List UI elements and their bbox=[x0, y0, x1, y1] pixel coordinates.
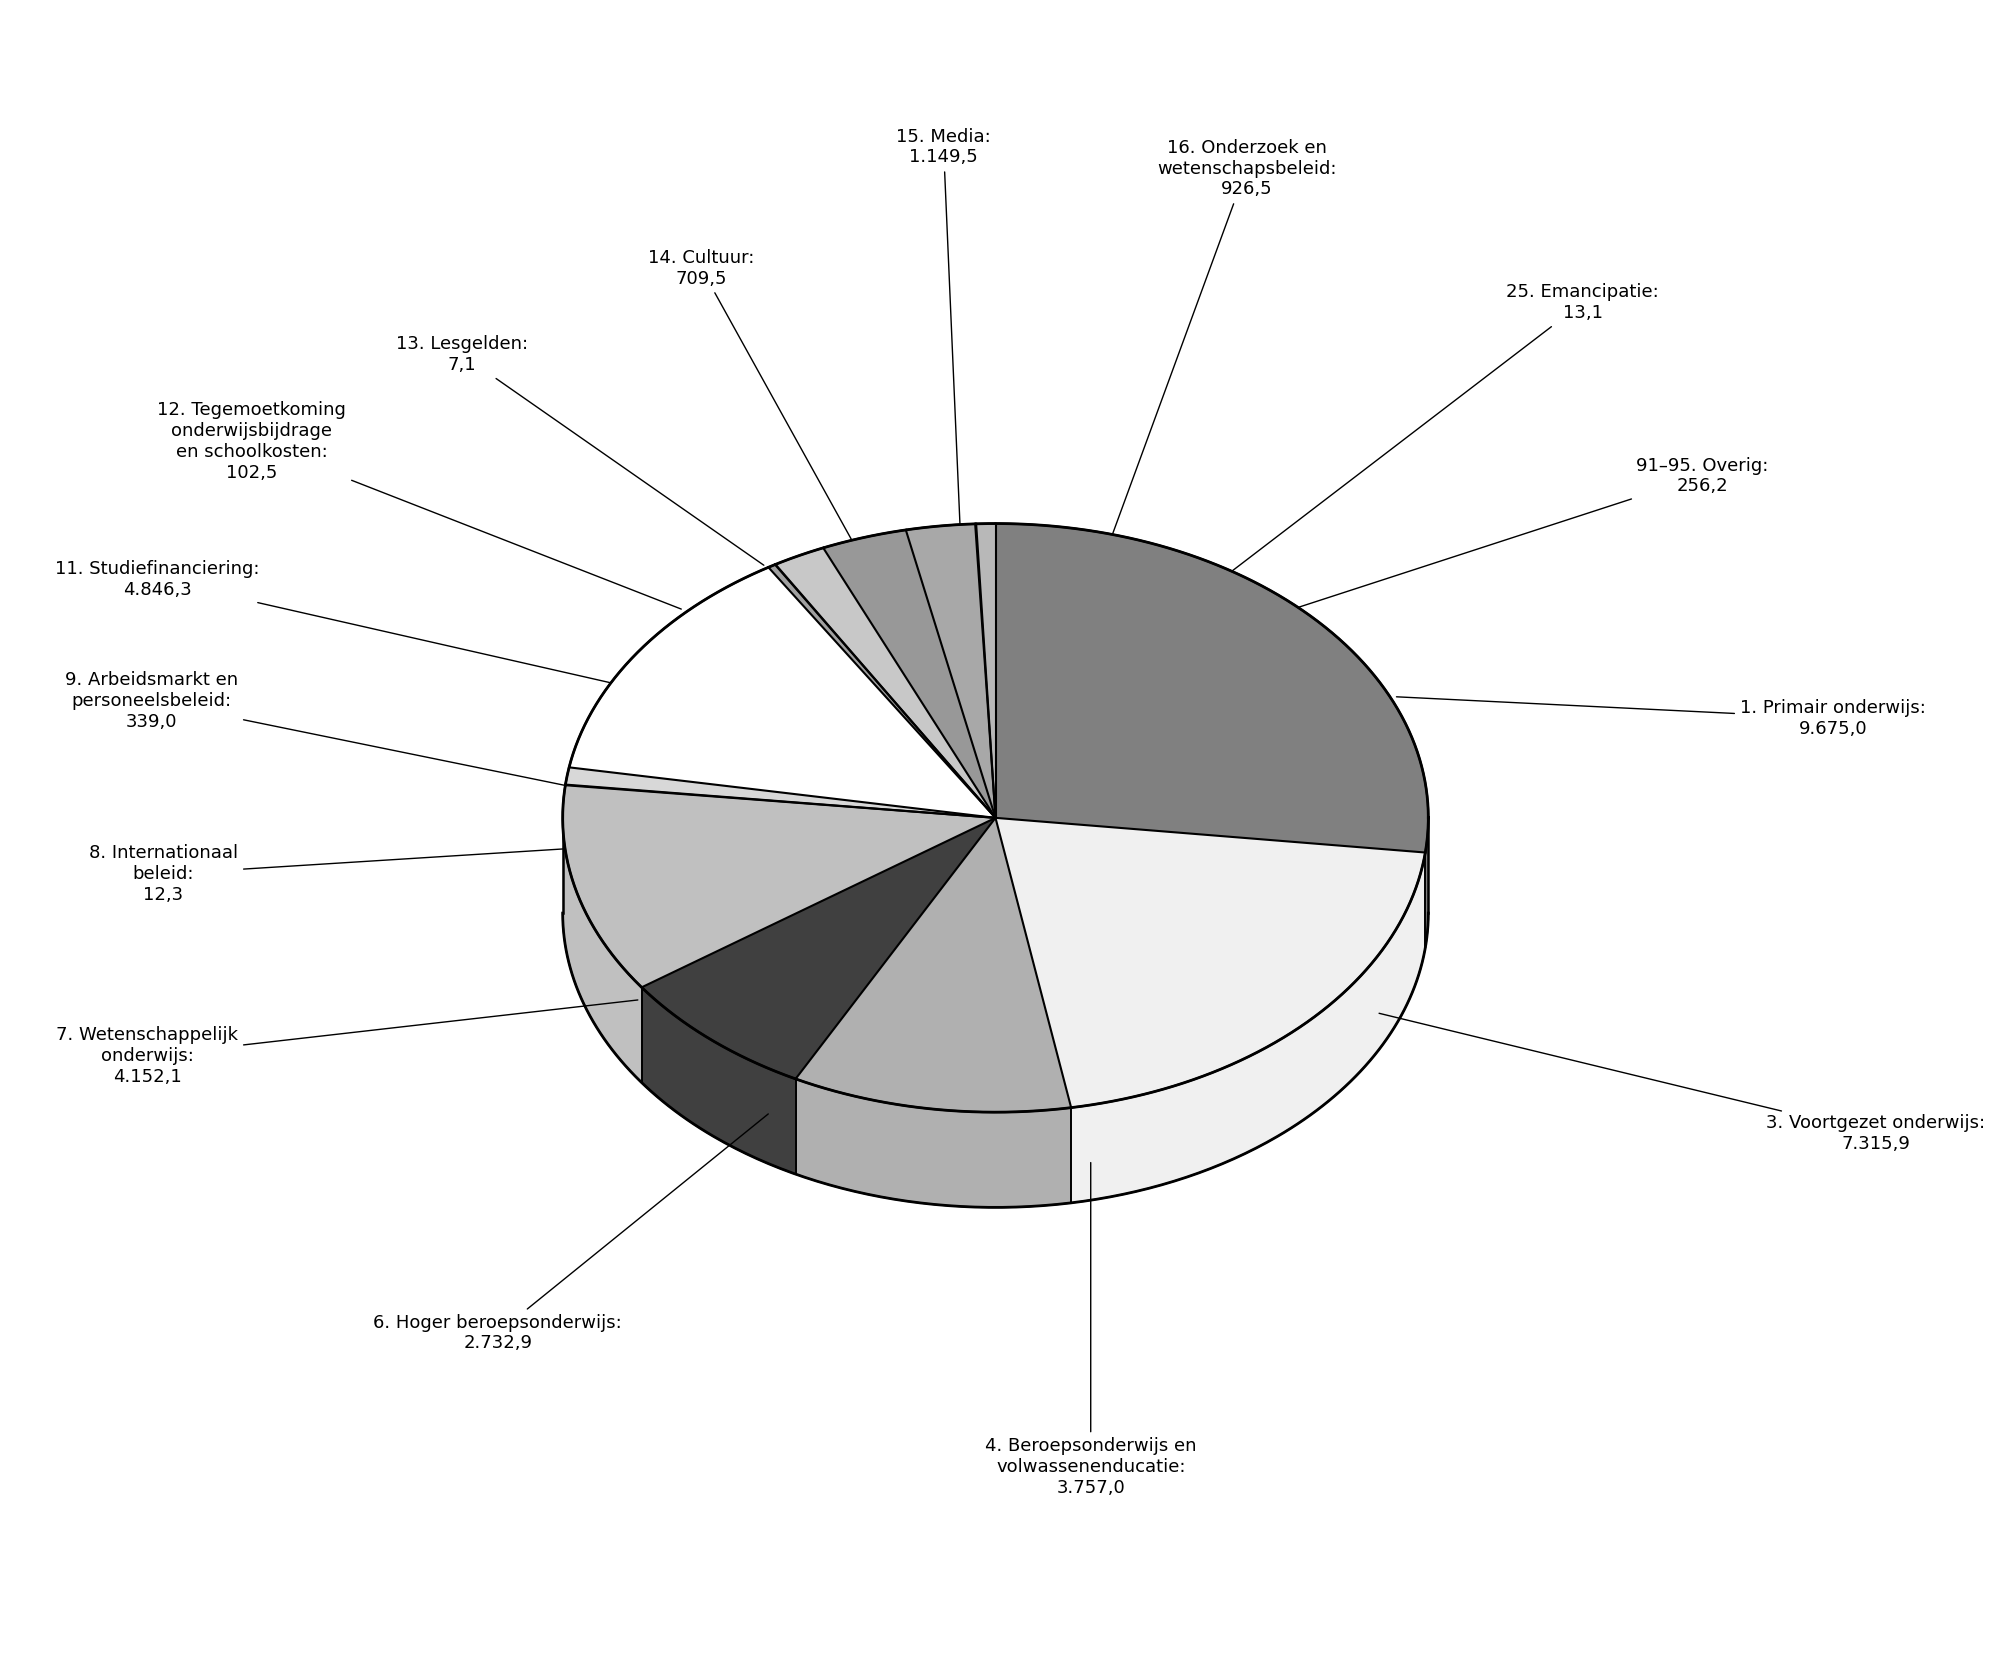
Polygon shape bbox=[569, 568, 996, 818]
Text: 25. Emancipatie:
13,1: 25. Emancipatie: 13,1 bbox=[1222, 284, 1659, 578]
Polygon shape bbox=[796, 1080, 1071, 1207]
Polygon shape bbox=[996, 818, 1426, 1108]
Polygon shape bbox=[822, 531, 996, 818]
Polygon shape bbox=[774, 564, 996, 818]
Polygon shape bbox=[976, 524, 996, 818]
Polygon shape bbox=[906, 524, 996, 818]
Text: 1. Primair onderwijs:
9.675,0: 1. Primair onderwijs: 9.675,0 bbox=[1396, 697, 1925, 737]
Text: 8. Internationaal
beleid:
12,3: 8. Internationaal beleid: 12,3 bbox=[90, 845, 573, 903]
Text: 14. Cultuur:
709,5: 14. Cultuur: 709,5 bbox=[647, 248, 856, 547]
Polygon shape bbox=[976, 524, 996, 818]
Text: 11. Studiefinanciering:
4.846,3: 11. Studiefinanciering: 4.846,3 bbox=[56, 561, 611, 683]
Polygon shape bbox=[769, 564, 996, 818]
Polygon shape bbox=[641, 818, 996, 1080]
Text: 16. Onderzoek en
wetenschapsbeleid:
926,5: 16. Onderzoek en wetenschapsbeleid: 926,… bbox=[1105, 139, 1336, 556]
Polygon shape bbox=[563, 786, 996, 987]
Polygon shape bbox=[641, 987, 796, 1174]
Text: 4. Beroepsonderwijs en
volwassenenducatie:
3.757,0: 4. Beroepsonderwijs en volwassenenducati… bbox=[986, 1162, 1197, 1498]
Polygon shape bbox=[1426, 819, 1428, 947]
Text: 7. Wetenschappelijk
onderwijs:
4.152,1: 7. Wetenschappelijk onderwijs: 4.152,1 bbox=[56, 1001, 637, 1086]
Text: 91–95. Overig:
256,2: 91–95. Overig: 256,2 bbox=[1292, 457, 1768, 609]
Polygon shape bbox=[563, 818, 1428, 1207]
Polygon shape bbox=[996, 524, 1428, 853]
Polygon shape bbox=[796, 818, 1071, 1111]
Polygon shape bbox=[565, 784, 996, 818]
Text: 15. Media:
1.149,5: 15. Media: 1.149,5 bbox=[896, 128, 992, 542]
Text: 9. Arbeidsmarkt en
personeelsbeleid:
339,0: 9. Arbeidsmarkt en personeelsbeleid: 339… bbox=[66, 672, 573, 787]
Text: 12. Tegemoetkoming
onderwijsbijdrage
en schoolkosten:
102,5: 12. Tegemoetkoming onderwijsbijdrage en … bbox=[157, 401, 681, 609]
Polygon shape bbox=[774, 547, 996, 818]
Text: 6. Hoger beroepsonderwijs:
2.732,9: 6. Hoger beroepsonderwijs: 2.732,9 bbox=[374, 1113, 769, 1352]
Polygon shape bbox=[565, 767, 996, 818]
Text: 3. Voortgezet onderwijs:
7.315,9: 3. Voortgezet onderwijs: 7.315,9 bbox=[1380, 1014, 1985, 1153]
Polygon shape bbox=[1071, 853, 1426, 1202]
Text: 13. Lesgelden:
7,1: 13. Lesgelden: 7,1 bbox=[396, 336, 765, 566]
Polygon shape bbox=[563, 819, 641, 1083]
